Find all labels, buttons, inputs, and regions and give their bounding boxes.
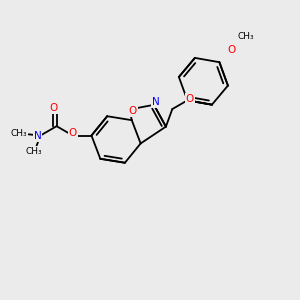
Text: N: N [152, 98, 160, 107]
Text: CH₃: CH₃ [26, 147, 42, 156]
Text: O: O [186, 94, 194, 104]
Text: O: O [69, 128, 77, 138]
Text: CH₃: CH₃ [238, 32, 254, 41]
Text: O: O [50, 103, 58, 112]
Text: O: O [128, 106, 136, 116]
Text: CH₃: CH₃ [11, 129, 27, 138]
Text: O: O [227, 45, 236, 55]
Text: N: N [34, 130, 41, 140]
